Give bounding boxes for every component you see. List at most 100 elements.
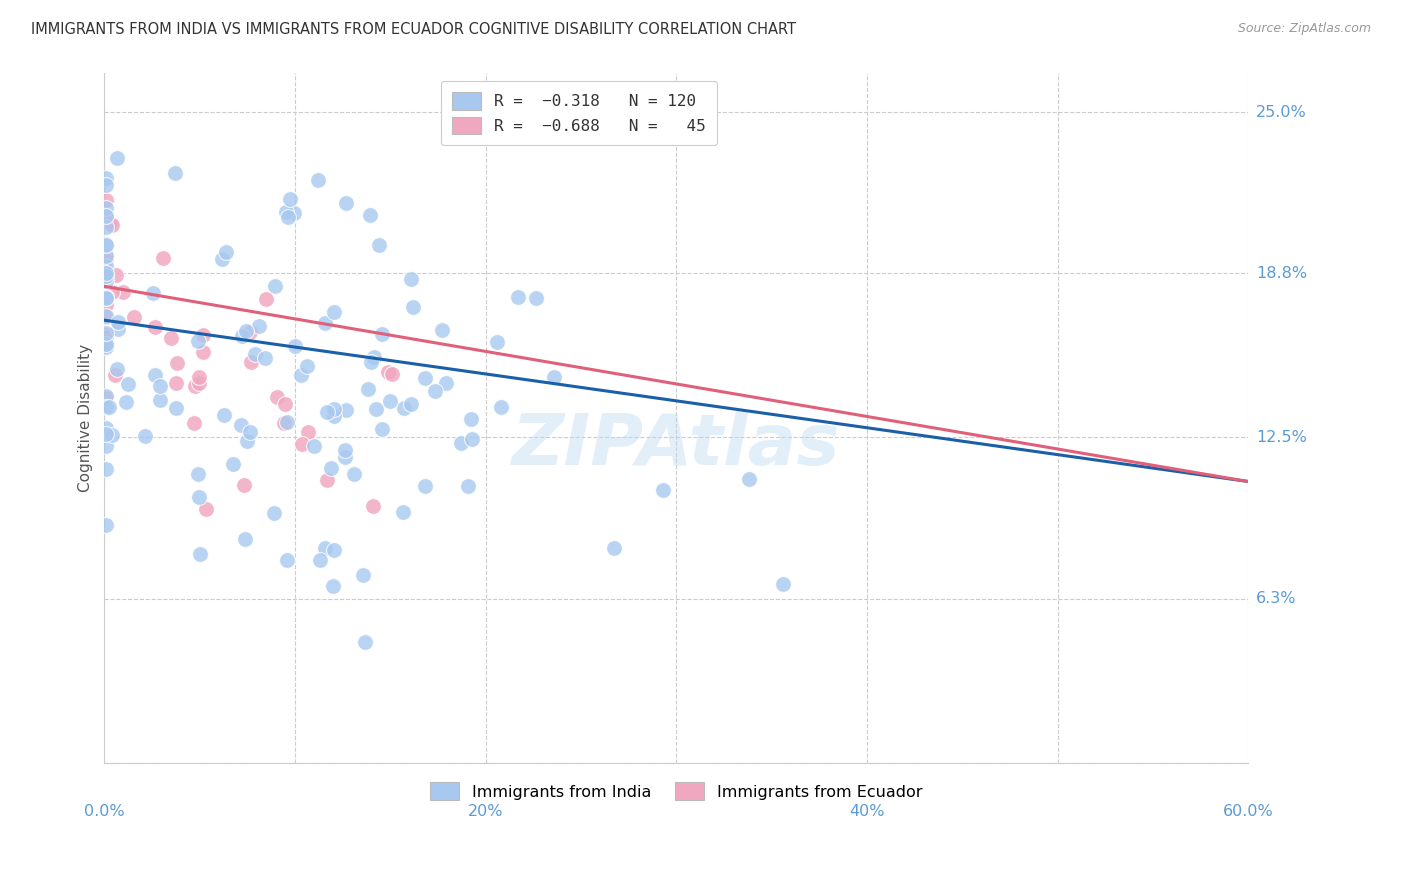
Text: 12.5%: 12.5% — [1256, 430, 1306, 445]
Point — [96, 269, 118, 284]
Text: IMMIGRANTS FROM INDIA VS IMMIGRANTS FROM ECUADOR COGNITIVE DISABILITY CORRELATIO: IMMIGRANTS FROM INDIA VS IMMIGRANTS FROM… — [31, 22, 796, 37]
Point — [101, 285, 124, 300]
Text: 60.0%: 60.0% — [1223, 805, 1274, 819]
Point — [309, 552, 332, 566]
Point — [239, 326, 262, 340]
Point — [96, 201, 118, 215]
Point — [235, 533, 257, 547]
Point — [193, 328, 215, 343]
Point — [96, 439, 118, 453]
Point — [96, 337, 118, 351]
Point — [143, 368, 166, 383]
Point — [187, 467, 209, 482]
Point — [96, 462, 118, 476]
Point — [96, 291, 118, 305]
Point — [367, 237, 389, 252]
Point — [97, 400, 120, 414]
Point — [191, 344, 214, 359]
Point — [111, 285, 134, 300]
Point — [460, 411, 482, 425]
Point — [96, 309, 118, 323]
Point — [322, 542, 344, 557]
Point — [96, 391, 118, 405]
Point — [239, 425, 262, 439]
Point — [96, 171, 118, 186]
Point — [363, 350, 385, 364]
Point — [278, 192, 301, 206]
Point — [96, 209, 118, 223]
Point — [413, 371, 436, 385]
Point — [295, 359, 318, 374]
Point — [352, 568, 374, 582]
Point — [149, 378, 172, 392]
Point — [122, 310, 145, 324]
Point — [149, 392, 172, 407]
Point — [96, 249, 118, 263]
Point — [323, 409, 346, 423]
Point — [235, 325, 257, 339]
Point — [738, 472, 761, 486]
Point — [96, 260, 118, 274]
Point — [508, 289, 530, 303]
Point — [222, 458, 245, 472]
Point — [371, 327, 394, 342]
Point — [371, 422, 394, 436]
Point — [96, 274, 118, 288]
Point — [263, 506, 285, 520]
Point — [333, 443, 356, 458]
Point — [359, 208, 381, 222]
Point — [245, 347, 267, 361]
Point — [297, 425, 319, 440]
Point — [96, 290, 118, 304]
Legend: Immigrants from India, Immigrants from Ecuador: Immigrants from India, Immigrants from E… — [425, 776, 928, 806]
Point — [165, 376, 187, 390]
Point — [232, 478, 254, 492]
Point — [264, 279, 287, 293]
Point — [266, 390, 288, 404]
Point — [117, 377, 139, 392]
Point — [231, 329, 253, 343]
Point — [134, 429, 156, 443]
Point — [96, 194, 118, 208]
Point — [357, 382, 380, 396]
Point — [486, 335, 509, 350]
Point — [335, 403, 357, 417]
Point — [145, 320, 167, 334]
Point — [354, 635, 377, 649]
Point — [188, 376, 211, 390]
Point — [772, 576, 794, 591]
Point — [322, 401, 344, 416]
Point — [96, 250, 118, 264]
Point — [163, 166, 186, 180]
Point — [322, 305, 344, 319]
Point — [434, 376, 457, 390]
Point — [524, 292, 547, 306]
Point — [284, 339, 307, 353]
Text: 18.8%: 18.8% — [1256, 266, 1308, 281]
Point — [96, 298, 118, 312]
Point — [394, 401, 416, 416]
Point — [413, 479, 436, 493]
Point — [423, 384, 446, 398]
Point — [187, 334, 209, 348]
Point — [274, 397, 297, 411]
Point — [401, 397, 423, 411]
Text: Source: ZipAtlas.com: Source: ZipAtlas.com — [1237, 22, 1371, 36]
Point — [96, 400, 118, 414]
Point — [96, 291, 118, 305]
Point — [96, 389, 118, 403]
Point — [321, 461, 343, 475]
Point — [273, 416, 295, 430]
Point — [107, 321, 129, 335]
Point — [314, 541, 336, 555]
Point — [307, 173, 329, 187]
Point — [142, 286, 165, 301]
Point — [276, 552, 298, 566]
Point — [399, 272, 422, 286]
Point — [381, 367, 404, 381]
Text: ZIPAtlas: ZIPAtlas — [512, 411, 841, 480]
Point — [450, 436, 472, 450]
Point — [152, 251, 174, 265]
Point — [105, 151, 128, 165]
Point — [364, 401, 387, 416]
